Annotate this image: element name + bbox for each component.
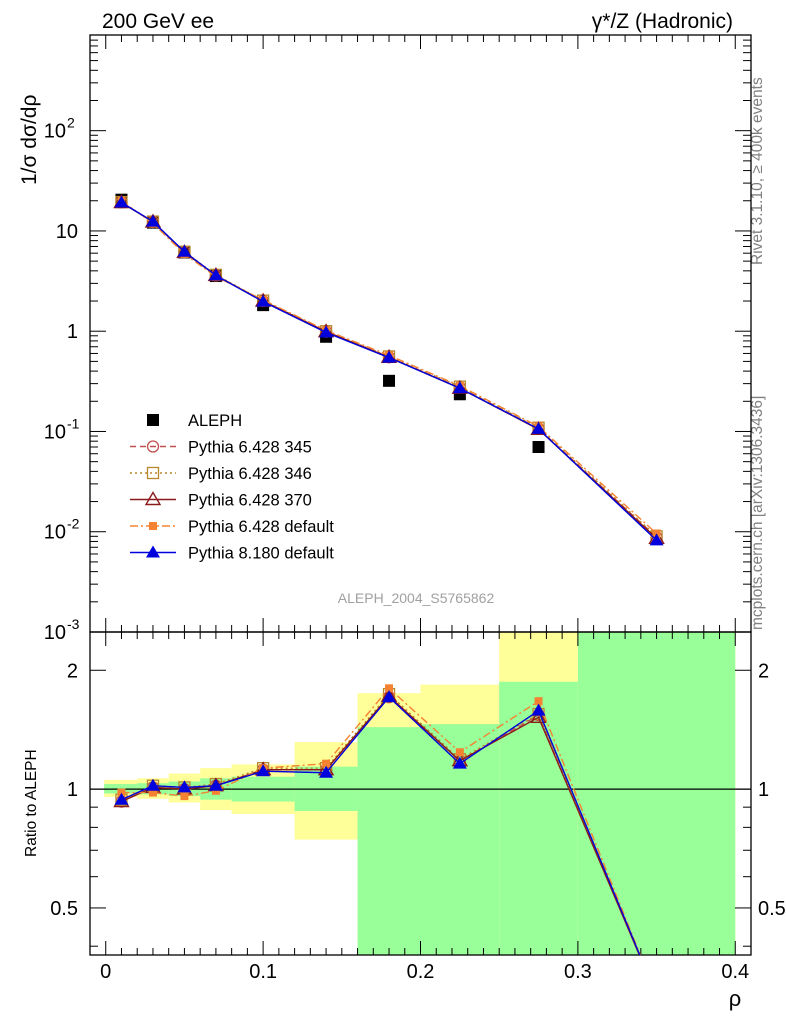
legend-label: ALEPH <box>188 412 242 430</box>
legend-label: Pythia 6.428 default <box>188 518 334 536</box>
ratio-series-point <box>650 989 664 1001</box>
legend-marker <box>146 545 160 558</box>
top-series-point <box>114 195 129 208</box>
ratio-series-point <box>651 990 662 1001</box>
legend-marker <box>149 522 157 530</box>
ratio-series-point <box>148 788 157 797</box>
ratio-tick-label-right: 2 <box>758 660 769 682</box>
x-tick-label: 0.2 <box>407 961 435 983</box>
ratio-series-point <box>256 764 271 777</box>
legend-label: Pythia 6.428 370 <box>188 492 312 510</box>
ratio-series-point <box>145 778 160 791</box>
top-series-point <box>145 214 160 227</box>
ratio-series-point <box>385 684 394 693</box>
xlabel: ρ <box>729 986 742 1011</box>
y-tick-label: 10 <box>44 121 66 143</box>
top-series-line <box>121 201 658 539</box>
header-left: 200 GeV ee <box>102 10 214 33</box>
legend-label: Pythia 6.428 345 <box>188 439 312 457</box>
ratio-series-point <box>211 786 220 795</box>
legend-marker <box>144 491 162 506</box>
ratio-tick-label-left: 0.5 <box>50 898 78 920</box>
ratio-series-point <box>208 778 223 791</box>
top-series-point <box>649 533 664 546</box>
ratio-series-line <box>121 687 642 955</box>
uncertainty-bands <box>104 632 736 955</box>
top-ylabel: 1/σ dσ/dρ <box>18 95 41 185</box>
top-series-line <box>121 201 658 541</box>
y-tick-label: 10 <box>44 522 66 544</box>
ratio-series-line <box>121 695 641 955</box>
legend-marker <box>146 466 160 480</box>
top-series-point <box>319 325 334 338</box>
ratio-series-point <box>114 792 129 805</box>
x-tick-label: 0.1 <box>249 961 277 983</box>
mcplots-label: mcplots.cern.ch [arXiv:1306.3436] <box>749 396 766 630</box>
ratio-series-point <box>651 990 662 1001</box>
legend-label: Pythia 8.180 default <box>188 545 334 563</box>
rivet-label: Rivet 3.1.10, ≥ 400k events <box>749 77 766 265</box>
legend-label: Pythia 6.428 346 <box>188 465 312 483</box>
green-band-bin <box>499 681 578 955</box>
x-tick-label: 0.3 <box>564 961 592 983</box>
top-series-point <box>531 421 546 434</box>
ratio-tick-label-left: 1 <box>67 779 78 801</box>
top-series-point <box>208 268 223 281</box>
ratio-series-point <box>319 765 334 778</box>
ratio-tick-label-right: 0.5 <box>758 898 786 920</box>
green-band-bin <box>357 727 421 955</box>
ratio-series-point <box>530 708 547 724</box>
top-series-point <box>382 350 397 363</box>
top-series <box>113 193 665 546</box>
ratio-series-point <box>534 697 543 706</box>
header-right: γ*/Z (Hadronic) <box>592 10 733 33</box>
top-series-line <box>121 201 658 538</box>
top-series-line <box>121 200 658 535</box>
y-tick-exponent: -2 <box>67 516 80 532</box>
bottom-ylabel: Ratio to ALEPH <box>23 749 40 857</box>
x-tick-label: 0.4 <box>721 961 749 983</box>
ratio-series-point <box>455 748 464 757</box>
ratio-series-point <box>531 703 546 716</box>
y-tick-label: 10 <box>44 622 66 644</box>
ratio-tick-label-left: 2 <box>67 660 78 682</box>
ratio-series-point <box>452 756 467 769</box>
legend-marker <box>147 414 159 426</box>
ratio-series-point <box>650 989 664 1001</box>
ratio-series-point <box>382 690 397 703</box>
x-tick-label: 0 <box>100 961 111 983</box>
y-tick-exponent: -3 <box>67 616 80 632</box>
ratio-series <box>113 684 664 1001</box>
y-tick-label: 10 <box>56 221 78 243</box>
ratio-series-line <box>121 696 641 955</box>
y-tick-label: 10 <box>44 421 66 443</box>
ratio-tick-label-right: 1 <box>758 779 769 801</box>
top-series-point <box>177 244 192 257</box>
analysis-label: ALEPH_2004_S5765862 <box>338 590 495 606</box>
top-series-point <box>383 374 396 387</box>
top-series-point <box>452 381 467 394</box>
ratio-series-point <box>653 992 661 1000</box>
y-tick-exponent: -1 <box>67 415 80 431</box>
y-tick-exponent: 2 <box>67 115 75 131</box>
top-series-line <box>121 201 658 537</box>
top-series-point <box>532 441 545 454</box>
ratio-series-point <box>180 792 189 801</box>
top-series-point <box>256 294 271 307</box>
ratio-series-point <box>177 780 192 793</box>
legend-marker <box>146 440 160 453</box>
y-tick-label: 1 <box>67 321 78 343</box>
legend: ALEPH Pythia 6.428 345 Pythia 6.428 346 Pyt… <box>130 412 334 563</box>
green-band-bin <box>577 632 736 955</box>
ratio-series-point <box>322 759 331 768</box>
ratio-series-point <box>117 788 126 797</box>
